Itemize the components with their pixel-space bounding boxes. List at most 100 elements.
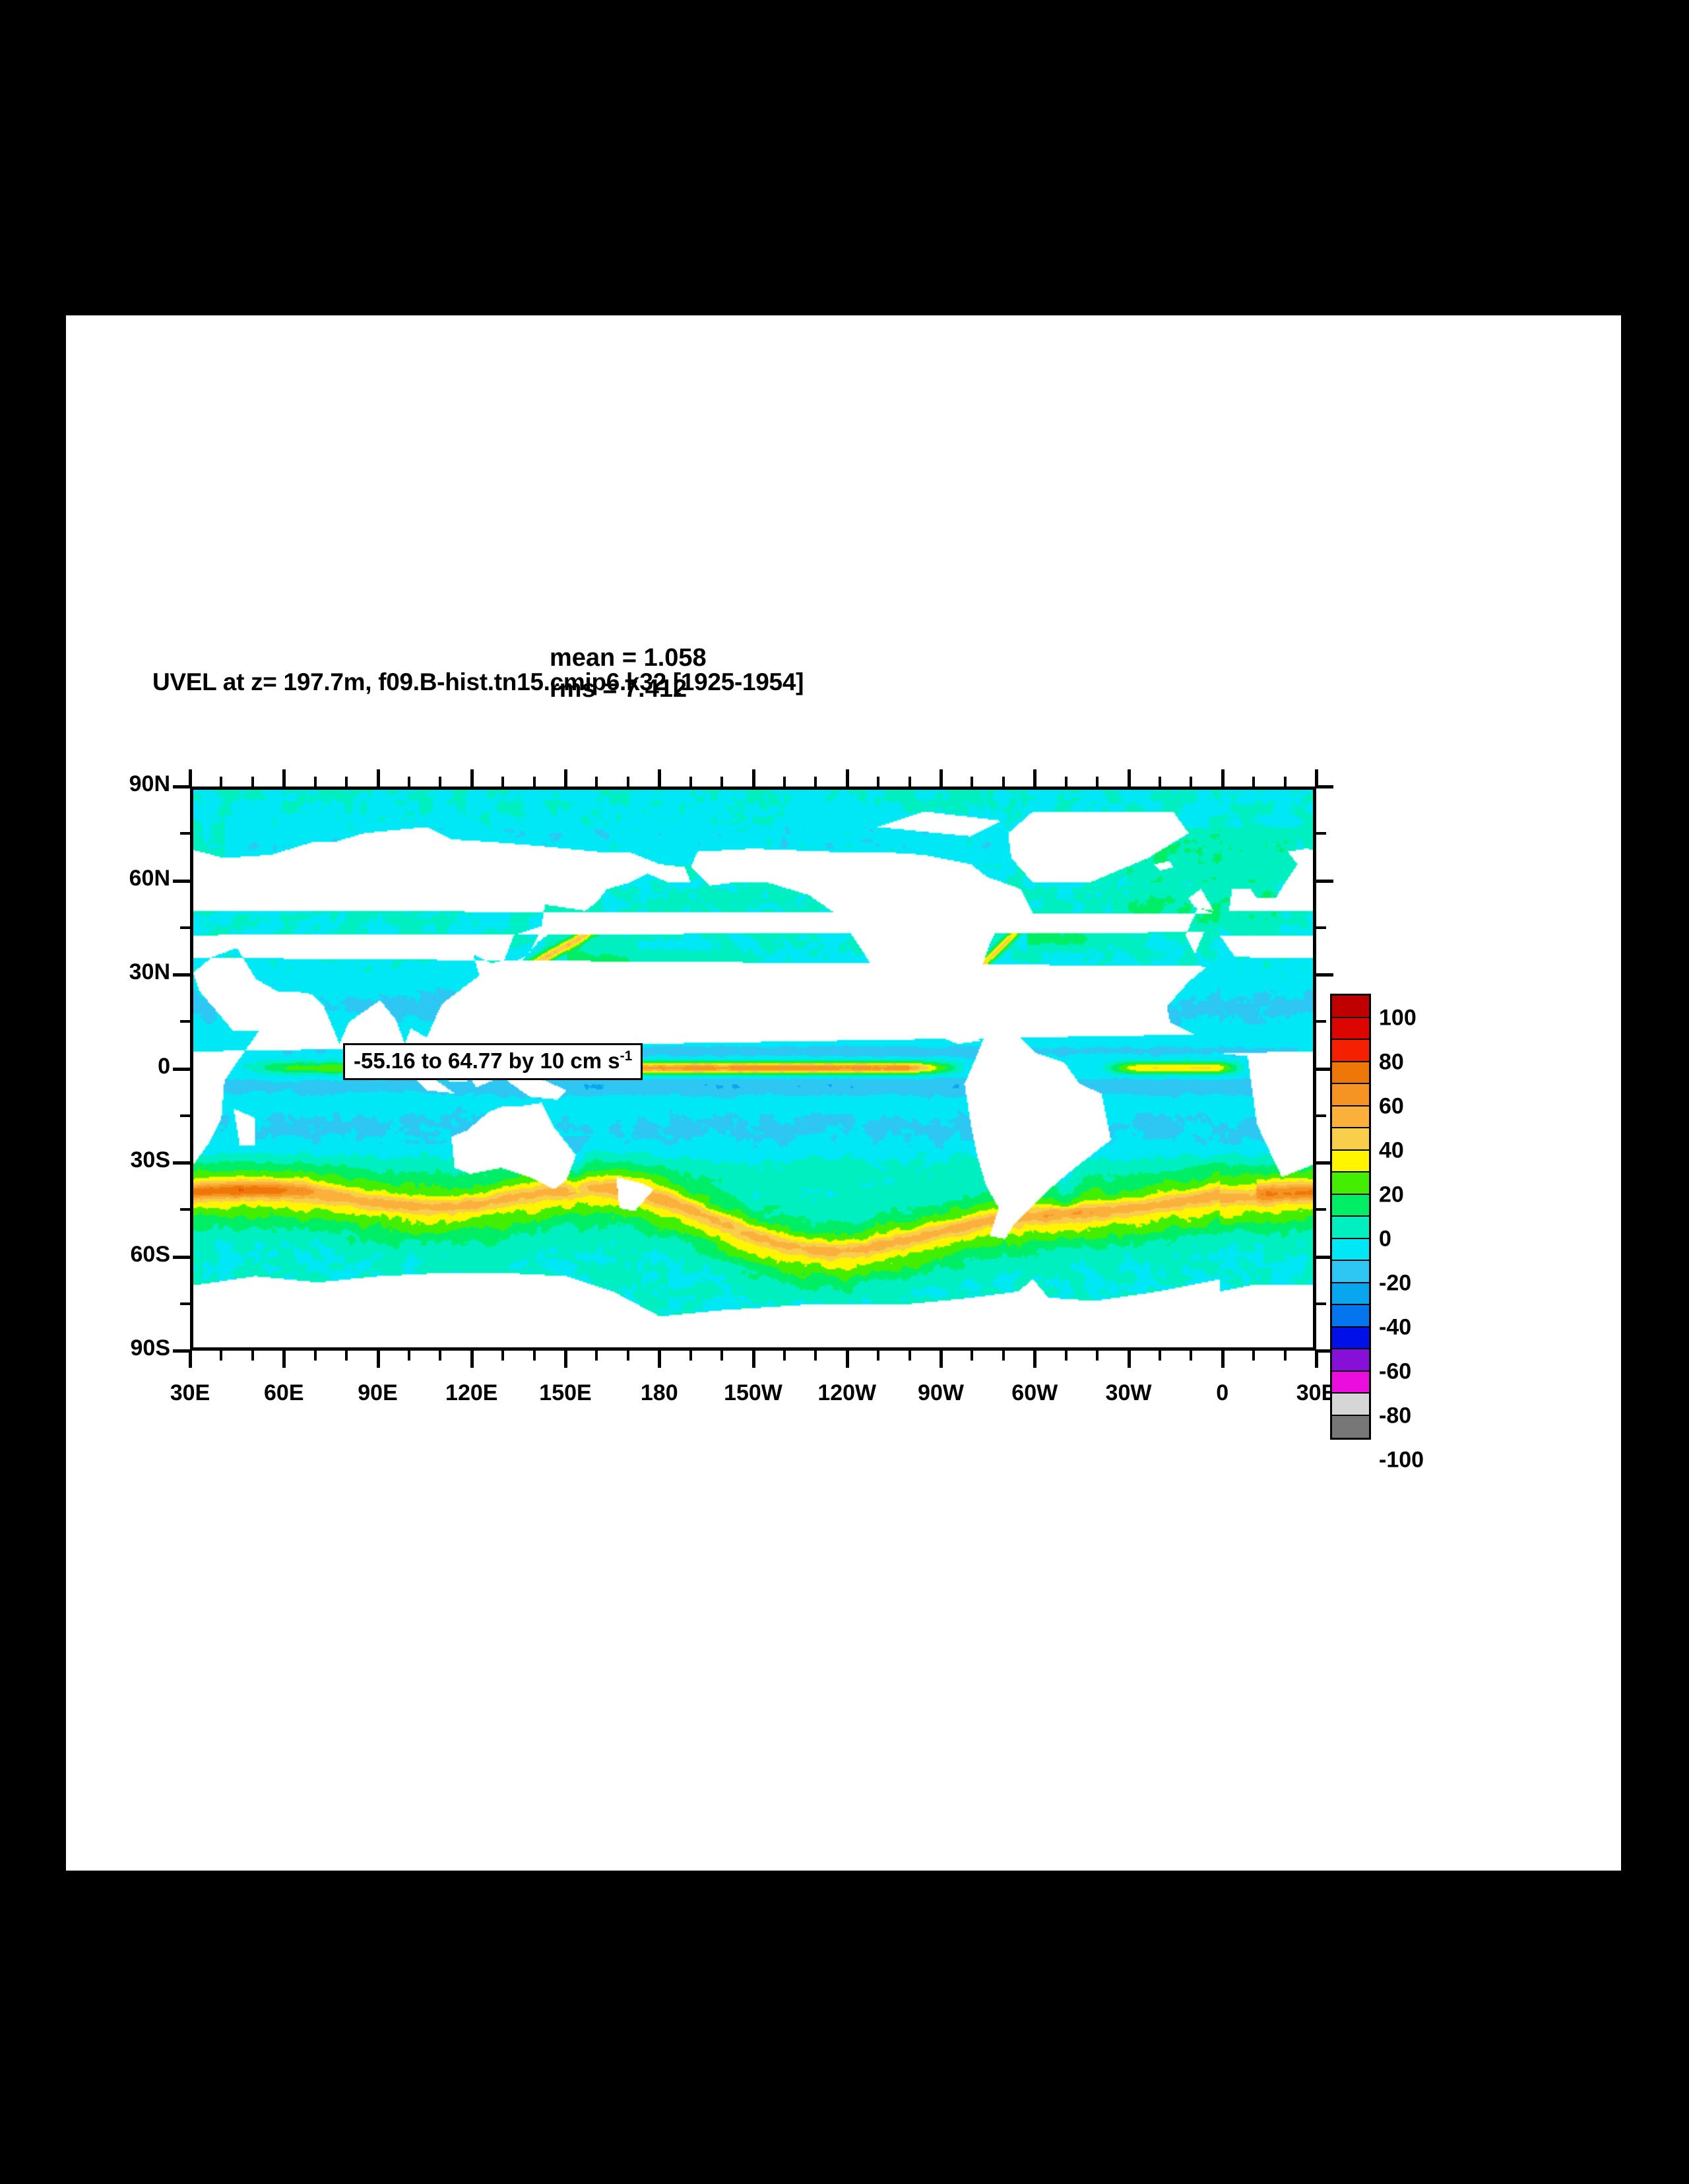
xtick-major-top — [189, 769, 192, 787]
colorbar-band — [1332, 1415, 1369, 1438]
xtick-minor-top — [971, 777, 974, 787]
colorbar-tick-label: 40 — [1379, 1138, 1404, 1163]
ytick-major — [173, 1067, 190, 1071]
xtick-minor-top — [1002, 777, 1005, 787]
xtick-major — [658, 1351, 662, 1368]
caption-main-text: -55.16 to 64.77 by 10 cm s — [354, 1048, 620, 1073]
ytick-major-right — [1316, 1349, 1333, 1353]
ytick-major — [173, 1255, 190, 1259]
ytick-major-right — [1316, 1161, 1333, 1165]
ytick-major — [173, 1161, 190, 1165]
xtick-major-top — [940, 769, 943, 787]
xtick-label: 120W — [817, 1380, 877, 1405]
colorbar-band — [1332, 1371, 1369, 1394]
xtick-minor-top — [345, 777, 348, 787]
colorbar-band — [1332, 1106, 1369, 1128]
ytick-minor — [180, 1208, 190, 1211]
ytick-major — [173, 1349, 190, 1353]
figure-page: UVEL at z= 197.7m, f09.B-hist.tn15.cmip6… — [66, 315, 1621, 1871]
xtick-minor-top — [908, 777, 911, 787]
ytick-minor — [180, 1302, 190, 1305]
xtick-minor-top — [1252, 777, 1256, 787]
xtick-major-top — [282, 769, 286, 787]
xtick-minor — [1283, 1351, 1287, 1361]
xtick-minor-top — [877, 777, 880, 787]
colorbar-band — [1332, 1062, 1369, 1084]
xtick-minor-top — [1190, 777, 1193, 787]
xtick-minor-top — [689, 777, 692, 787]
xtick-major-top — [845, 769, 849, 787]
ytick-minor-right — [1316, 1020, 1326, 1023]
colorbar-band-stack — [1330, 994, 1371, 1440]
xtick-minor-top — [1096, 777, 1099, 787]
xtick-minor — [439, 1351, 442, 1361]
xtick-label: 30W — [1105, 1380, 1152, 1405]
xtick-major-top — [376, 769, 380, 787]
xtick-minor-top — [1283, 777, 1287, 787]
ytick-minor-right — [1316, 1114, 1326, 1117]
ytick-label: 90N — [129, 771, 170, 796]
colorbar-tick-label: -20 — [1379, 1270, 1412, 1295]
colorbar-band — [1332, 1217, 1369, 1239]
xtick-major — [376, 1351, 380, 1368]
xtick-minor — [313, 1351, 317, 1361]
xtick-label: 60E — [264, 1380, 304, 1405]
xtick-major — [1033, 1351, 1037, 1368]
xtick-label: 90W — [918, 1380, 964, 1405]
xtick-major — [1315, 1351, 1318, 1368]
ytick-minor — [180, 1020, 190, 1023]
xtick-label: 120E — [445, 1380, 498, 1405]
caption-exponent: -1 — [620, 1048, 633, 1064]
xtick-label: 0 — [1216, 1380, 1229, 1405]
ytick-minor — [180, 832, 190, 835]
xtick-minor — [1002, 1351, 1005, 1361]
xtick-minor — [345, 1351, 348, 1361]
data-range-caption-text: -55.16 to 64.77 by 10 cm s-1 — [354, 1048, 632, 1074]
ytick-minor-right — [1316, 1208, 1326, 1211]
colorbar-tick-label: -60 — [1379, 1359, 1412, 1384]
mean-statistic-label: mean = 1.058 — [550, 644, 707, 672]
xtick-minor-top — [814, 777, 817, 787]
ytick-minor — [180, 1114, 190, 1117]
colorbar-band — [1332, 1283, 1369, 1305]
ytick-major-right — [1316, 1255, 1333, 1259]
xtick-minor — [595, 1351, 598, 1361]
ytick-minor-right — [1316, 1302, 1326, 1305]
colorbar-band — [1332, 1150, 1369, 1172]
xtick-minor-top — [626, 777, 629, 787]
colorbar-tick-label: -80 — [1379, 1403, 1412, 1428]
xtick-minor — [971, 1351, 974, 1361]
colorbar-band — [1332, 1327, 1369, 1349]
xtick-minor — [220, 1351, 223, 1361]
colorbar-band — [1332, 1394, 1369, 1416]
colorbar-band — [1332, 1349, 1369, 1372]
xtick-major — [1221, 1351, 1225, 1368]
xtick-minor — [1096, 1351, 1099, 1361]
xtick-minor-top — [313, 777, 317, 787]
ytick-label: 60S — [130, 1241, 171, 1267]
xtick-major — [751, 1351, 755, 1368]
xtick-minor — [251, 1351, 254, 1361]
xtick-minor — [814, 1351, 817, 1361]
xtick-major — [1127, 1351, 1131, 1368]
xtick-minor-top — [501, 777, 505, 787]
map-plot-area — [190, 787, 1316, 1351]
xtick-label: 90E — [358, 1380, 398, 1405]
xtick-minor-top — [251, 777, 254, 787]
ytick-minor-right — [1316, 832, 1326, 835]
colorbar-band — [1332, 1194, 1369, 1217]
ytick-label: 30N — [129, 959, 170, 984]
colorbar-tick-label: 60 — [1379, 1093, 1404, 1118]
ytick-major-right — [1316, 973, 1333, 977]
colorbar-band — [1332, 1238, 1369, 1261]
xtick-minor — [501, 1351, 505, 1361]
xtick-major-top — [1221, 769, 1225, 787]
xtick-minor-top — [407, 777, 410, 787]
colorbar-band — [1332, 1261, 1369, 1283]
ytick-minor — [180, 926, 190, 929]
ytick-major — [173, 785, 190, 788]
xtick-major-top — [658, 769, 662, 787]
colorbar-tick-label: -100 — [1379, 1447, 1424, 1472]
xtick-major-top — [564, 769, 567, 787]
xtick-minor — [1190, 1351, 1193, 1361]
